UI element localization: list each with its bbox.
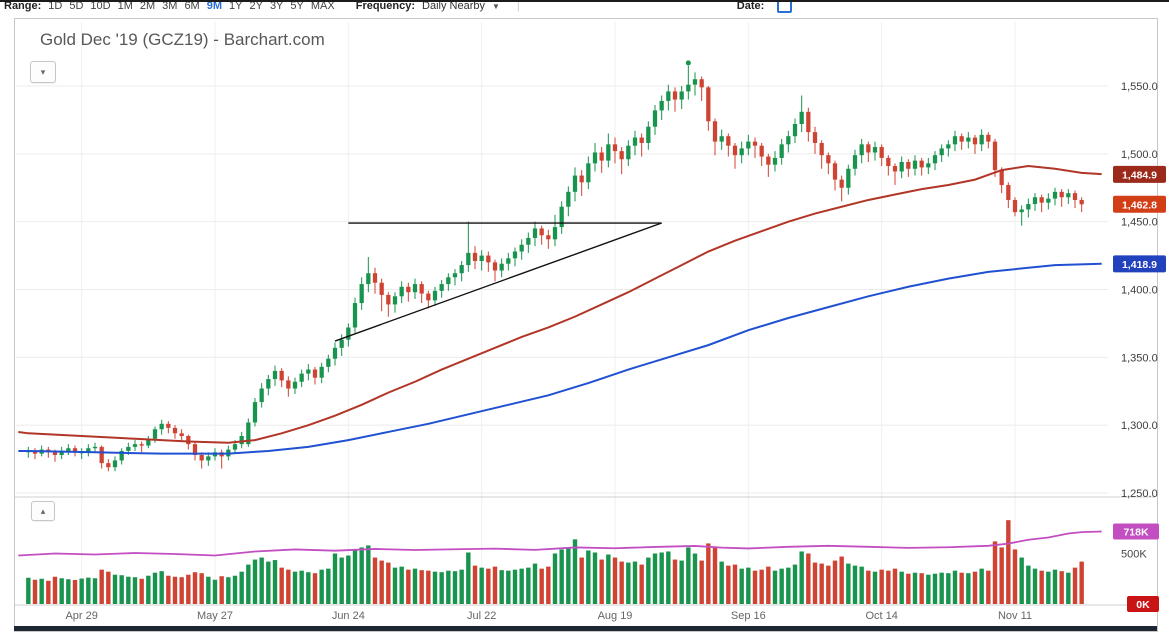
range-option-9m[interactable]: 9M: [206, 0, 222, 12]
range-option-3m[interactable]: 3M: [162, 0, 178, 12]
chevron-down-icon[interactable]: ▼: [491, 1, 500, 11]
range-option-10d[interactable]: 10D: [90, 0, 111, 12]
collapse-volume-panel-button[interactable]: ▴: [31, 501, 55, 521]
range-option-5d[interactable]: 5D: [69, 0, 84, 12]
range-option-1d[interactable]: 1D: [48, 0, 63, 12]
range-option-max[interactable]: MAX: [310, 0, 335, 12]
range-options: 1D 5D 10D 1M 2M 3M 6M 9M 1Y 2Y 3Y 5Y MAX: [48, 0, 335, 12]
footer-strip: [14, 626, 1157, 631]
calendar-icon[interactable]: [777, 2, 793, 13]
top-toolbar: Range: 1D 5D 10D 1M 2M 3M 6M 9M 1Y 2Y 3Y 5Y MAX Freq…: [0, 0, 1169, 17]
range-option-2y[interactable]: 2Y: [249, 0, 263, 12]
range-option-6m[interactable]: 6M: [184, 0, 200, 12]
toolbar-row: Range: 1D 5D 10D 1M 2M 3M 6M 9M 1Y 2Y 3Y 5Y MAX Freq…: [0, 0, 1169, 17]
range-option-3y[interactable]: 3Y: [269, 0, 284, 12]
page-title: Gold Dec '19 (GCZ19) - Barchart.com: [40, 30, 325, 49]
range-option-1m[interactable]: 1M: [117, 0, 133, 12]
toolbar-divider: |: [516, 0, 520, 12]
chart-card: [14, 18, 1158, 632]
collapse-price-panel-button[interactable]: ▾: [30, 61, 56, 83]
range-option-5y[interactable]: 5Y: [290, 0, 304, 12]
frequency-select[interactable]: Daily Nearby: [422, 0, 485, 12]
date-label: Date:: [736, 0, 765, 12]
range-option-1y[interactable]: 1Y: [229, 0, 243, 12]
frequency-label: Frequency:: [355, 0, 416, 12]
range-option-2m[interactable]: 2M: [139, 0, 156, 12]
range-label: Range:: [4, 0, 42, 12]
